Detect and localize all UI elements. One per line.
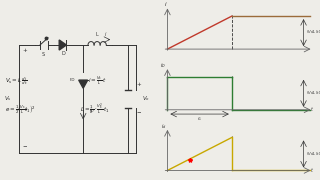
Text: $L = \frac{1}{2}\cdot\frac{V_s^2}{L}\,t_1$: $L = \frac{1}{2}\cdot\frac{V_s^2}{L}\,t_… (80, 102, 109, 117)
Polygon shape (59, 40, 67, 50)
Text: i: i (105, 32, 106, 37)
Text: S: S (42, 52, 45, 57)
Text: $V_o$: $V_o$ (142, 94, 149, 103)
Text: $i_d$: $i_d$ (161, 122, 166, 130)
Text: $i_D$: $i_D$ (160, 61, 166, 70)
Text: D: D (61, 51, 65, 56)
Text: $i = \frac{V_s}{L}\,t$: $i = \frac{V_s}{L}\,t$ (88, 75, 106, 87)
Text: $t_1$: $t_1$ (197, 115, 202, 123)
Text: +: + (137, 82, 141, 87)
Text: −: − (22, 144, 27, 149)
Text: L: L (95, 32, 98, 37)
Text: i: i (165, 2, 166, 7)
Text: −: − (137, 109, 141, 114)
Text: $V_s = L\,\frac{di}{dt}$: $V_s = L\,\frac{di}{dt}$ (5, 75, 28, 87)
Text: $i_D$: $i_D$ (89, 106, 95, 114)
Polygon shape (79, 80, 88, 88)
Text: FD: FD (70, 78, 76, 82)
Text: $(V_s/L)t_1$: $(V_s/L)t_1$ (306, 150, 320, 158)
Text: $V_s$: $V_s$ (4, 94, 12, 103)
Text: $e = \frac{1}{2}\!\left(\frac{V_s}{L}t_1\right)^{\!2}$: $e = \frac{1}{2}\!\left(\frac{V_s}{L}t_1… (5, 104, 36, 116)
Text: t: t (311, 107, 313, 112)
Text: t: t (311, 168, 313, 173)
Text: +: + (22, 48, 27, 53)
Text: $(V_s/L)t_1$: $(V_s/L)t_1$ (306, 89, 320, 97)
Text: $(V_s/L)t_1$: $(V_s/L)t_1$ (306, 29, 320, 36)
